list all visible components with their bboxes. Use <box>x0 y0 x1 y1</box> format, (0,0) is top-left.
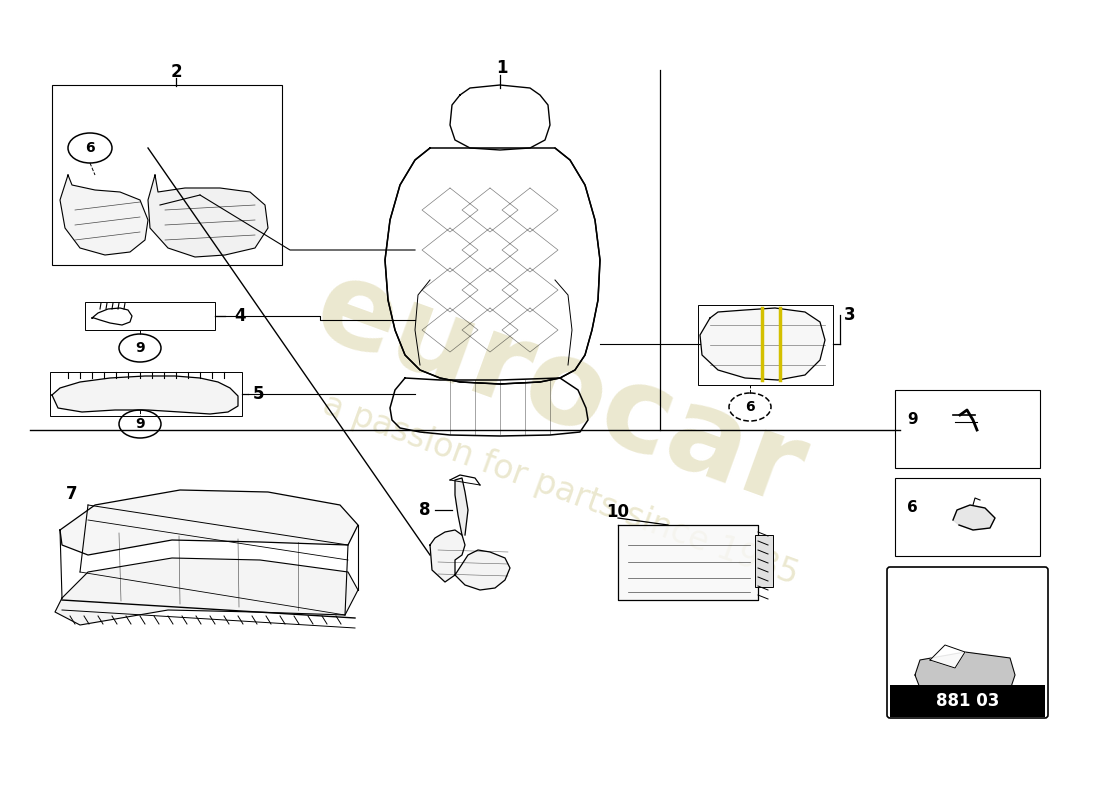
Polygon shape <box>60 175 148 255</box>
Text: 7: 7 <box>66 485 78 503</box>
Text: 10: 10 <box>606 503 629 521</box>
Bar <box>890 685 1045 717</box>
Text: 6: 6 <box>85 141 95 155</box>
Text: 6: 6 <box>745 400 755 414</box>
Text: 9: 9 <box>135 417 145 431</box>
Polygon shape <box>55 558 358 625</box>
Text: 9: 9 <box>135 341 145 355</box>
Polygon shape <box>618 525 758 600</box>
Bar <box>698 305 833 385</box>
Polygon shape <box>148 175 268 257</box>
Text: eurocar: eurocar <box>300 249 820 531</box>
Polygon shape <box>915 652 1015 695</box>
Bar <box>895 478 1040 556</box>
Text: 8: 8 <box>419 501 431 519</box>
Polygon shape <box>930 645 965 668</box>
Polygon shape <box>60 490 358 555</box>
Polygon shape <box>953 505 996 530</box>
Text: 881 03: 881 03 <box>936 692 1000 710</box>
Bar <box>85 302 214 330</box>
Text: 6: 6 <box>908 501 917 515</box>
Bar <box>895 390 1040 468</box>
Text: 1: 1 <box>496 59 508 77</box>
Text: 3: 3 <box>844 306 856 324</box>
Polygon shape <box>455 478 468 535</box>
Text: 5: 5 <box>252 385 264 403</box>
Bar <box>50 372 242 416</box>
Text: 4: 4 <box>234 307 245 325</box>
Polygon shape <box>52 376 238 414</box>
Bar <box>52 85 282 265</box>
Text: 9: 9 <box>908 413 917 427</box>
Bar <box>755 535 773 587</box>
Text: a passion for parts since 1985: a passion for parts since 1985 <box>318 388 802 592</box>
Text: 2: 2 <box>170 63 182 81</box>
Polygon shape <box>430 530 510 590</box>
Polygon shape <box>700 308 825 380</box>
FancyBboxPatch shape <box>887 567 1048 718</box>
